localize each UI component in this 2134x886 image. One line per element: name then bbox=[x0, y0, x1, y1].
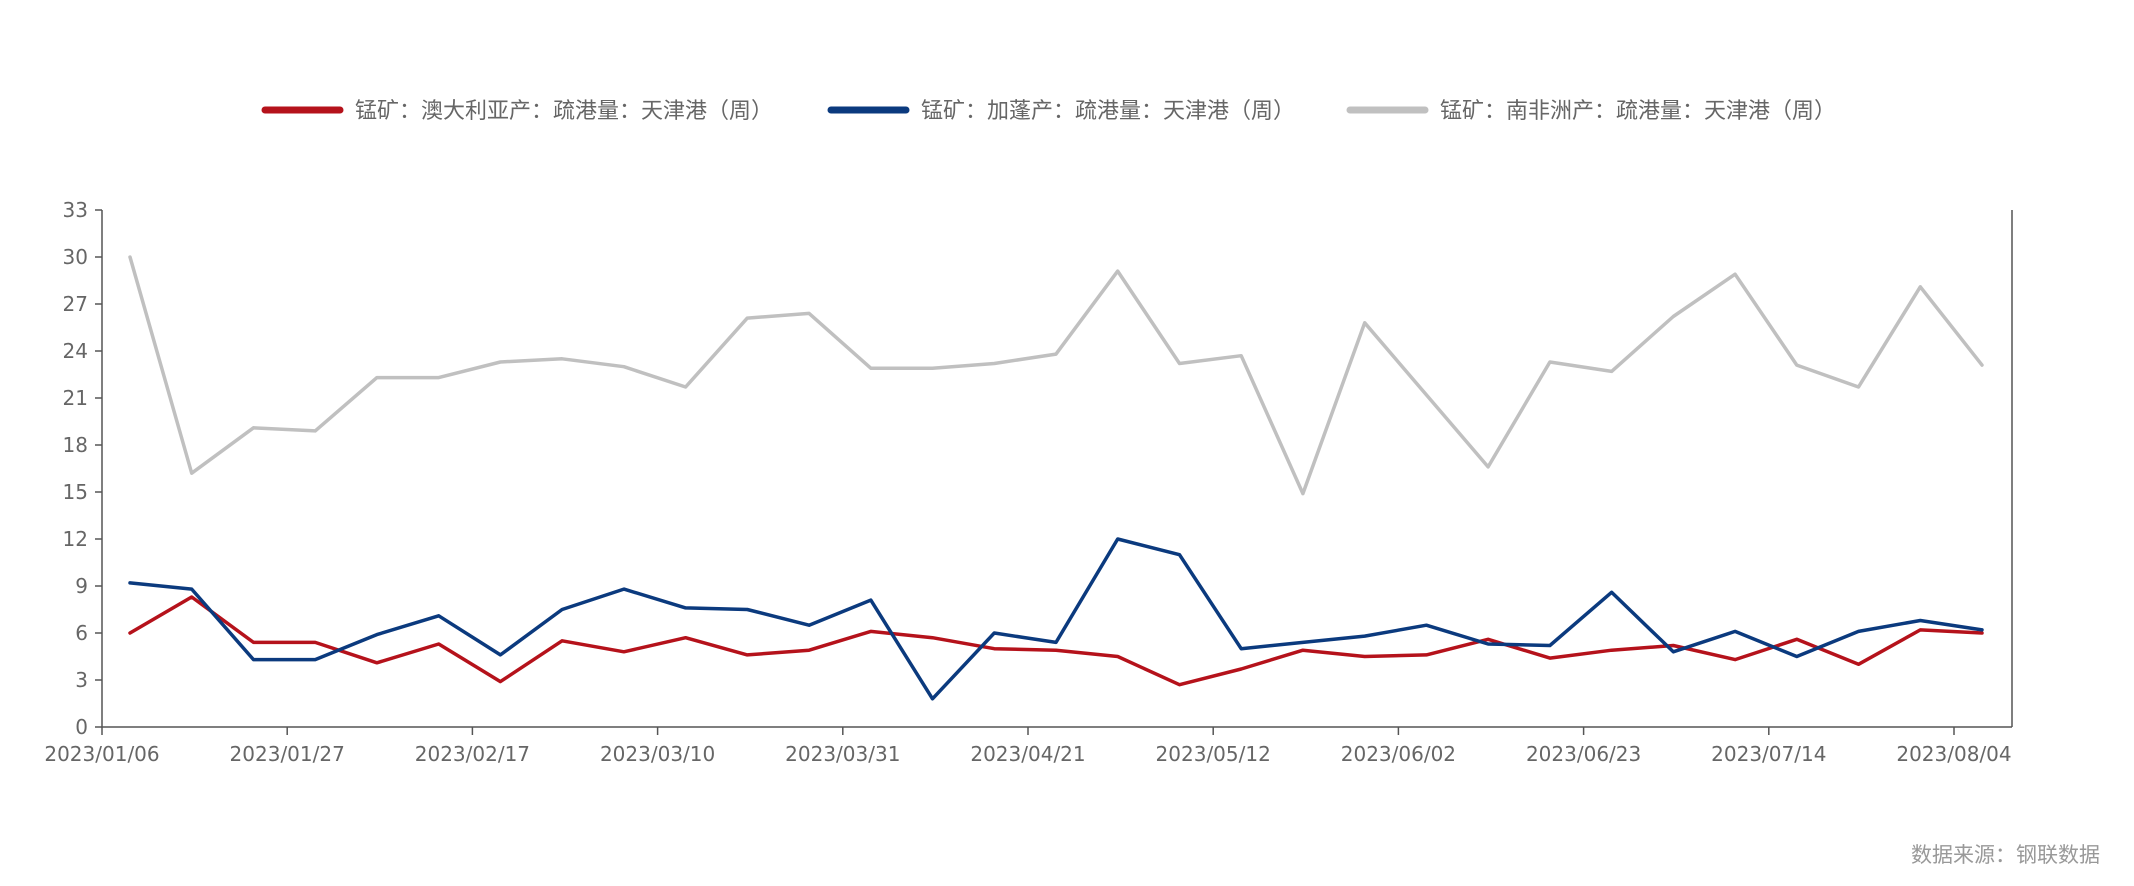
series-line-1 bbox=[128, 537, 1984, 701]
legend-label-0: 锰矿：澳大利亚产：疏港量：天津港（周） bbox=[355, 99, 773, 124]
x-tick-label: 2023/01/27 bbox=[230, 742, 345, 766]
x-tick-label: 2023/06/23 bbox=[1526, 742, 1641, 766]
y-tick-label: 27 bbox=[63, 292, 88, 316]
x-tick-label: 2023/01/06 bbox=[44, 742, 159, 766]
series-line-0 bbox=[128, 595, 1984, 687]
x-tick-label: 2023/04/21 bbox=[970, 742, 1085, 766]
y-tick-label: 6 bbox=[75, 621, 88, 645]
plot-area bbox=[128, 255, 1984, 701]
y-tick-label: 24 bbox=[63, 339, 88, 363]
y-tick-label: 21 bbox=[63, 386, 88, 410]
x-tick-label: 2023/06/02 bbox=[1341, 742, 1456, 766]
x-tick-label: 2023/02/17 bbox=[415, 742, 530, 766]
data-source-note: 数据来源：钢联数据 bbox=[1911, 843, 2100, 867]
legend-label-2: 锰矿：南非洲产：疏港量：天津港（周） bbox=[1440, 99, 1836, 124]
y-tick-label: 0 bbox=[75, 715, 88, 739]
series-line-2 bbox=[128, 255, 1984, 496]
y-tick-label: 18 bbox=[63, 433, 88, 457]
y-axis: 0 3 6 9 12 15 18 21 24 27 30 33 bbox=[63, 198, 2013, 739]
x-tick-label: 2023/03/31 bbox=[785, 742, 900, 766]
y-tick-label: 12 bbox=[63, 527, 88, 551]
y-tick-label: 9 bbox=[75, 574, 88, 598]
legend: 锰矿：澳大利亚产：疏港量：天津港（周） 锰矿：加蓬产：疏港量：天津港（周） 锰矿：南… bbox=[261, 99, 1836, 124]
y-tick-label: 15 bbox=[63, 480, 88, 504]
y-tick-label: 3 bbox=[75, 668, 88, 692]
y-tick-label: 30 bbox=[63, 245, 88, 269]
x-tick-label: 2023/08/04 bbox=[1896, 742, 2011, 766]
x-tick-label: 2023/05/12 bbox=[1156, 742, 1271, 766]
legend-label-1: 锰矿：加蓬产：疏港量：天津港（周） bbox=[921, 99, 1295, 124]
y-tick-label: 33 bbox=[63, 198, 88, 222]
x-axis: 2023/01/06 2023/01/27 2023/02/17 2023/03/10… bbox=[44, 726, 2012, 766]
x-tick-label: 2023/03/10 bbox=[600, 742, 715, 766]
x-tick-label: 2023/07/14 bbox=[1711, 742, 1826, 766]
